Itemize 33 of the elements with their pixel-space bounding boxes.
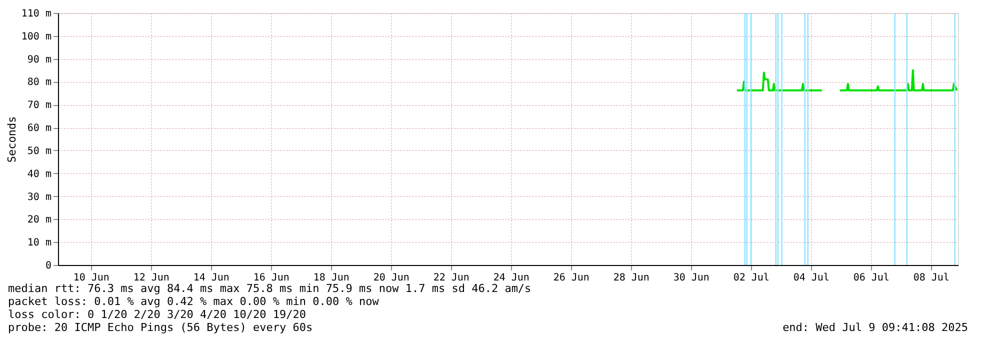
x-tick-label: 12 Jun [133, 272, 170, 284]
x-tick-label: 30 Jun [673, 272, 710, 284]
y-tick-label: 10 m [27, 238, 52, 249]
y-tick-label: 90 m [27, 54, 52, 66]
y-axis-title: Seconds [5, 116, 18, 163]
y-tick-label: 80 m [27, 77, 52, 88]
text: loss color: 0 1/20 2/20 3/20 4/20 10/20 19/20 [8, 308, 306, 321]
text: median rtt: 76.3 ms avg 84.4 ms max 75.8 ms min 75.9 ms now 1.7 ms sd 46.2 am/s [8, 282, 532, 295]
x-tick-label: 22 Jun [433, 272, 470, 284]
x-tick-label: 08 Jul [913, 272, 950, 284]
x-tick-label: 14 Jun [193, 272, 230, 284]
y-tick-label: 100 m [21, 31, 52, 42]
x-tick-label: 10 Jun [73, 272, 110, 284]
x-tick-label: 24 Jun [493, 272, 530, 284]
text: probe: 20 ICMP Echo Pings (56 Bytes) every 60s [8, 321, 313, 334]
text: packet loss: 0.01 % avg 0.42 % max 0.00 % min 0.00 % now [8, 295, 380, 308]
x-tick-label: 26 Jun [553, 272, 590, 284]
y-tick-label: 60 m [27, 123, 52, 134]
x-tick-label: 16 Jun [253, 272, 290, 284]
text: end: Wed Jul 9 09:41:08 2025 [782, 321, 968, 334]
y-tick-label: 110 m [21, 8, 52, 20]
x-tick-label: 18 Jun [313, 272, 350, 284]
y-tick-label: 70 m [27, 100, 52, 112]
x-tick-label: 04 Jul [793, 272, 830, 284]
x-tick-label: 28 Jun [613, 272, 650, 284]
y-tick-label: 50 m [27, 146, 52, 157]
y-tick-label: 0 [45, 260, 52, 272]
x-tick-label: 06 Jul [853, 272, 890, 284]
y-tick-label: 20 m [27, 214, 52, 226]
y-tick-label: 40 m [27, 168, 52, 180]
y-tick-label: 30 m [27, 192, 52, 203]
x-tick-label: 02 Jul [733, 272, 770, 284]
x-tick-label: 20 Jun [373, 272, 410, 284]
